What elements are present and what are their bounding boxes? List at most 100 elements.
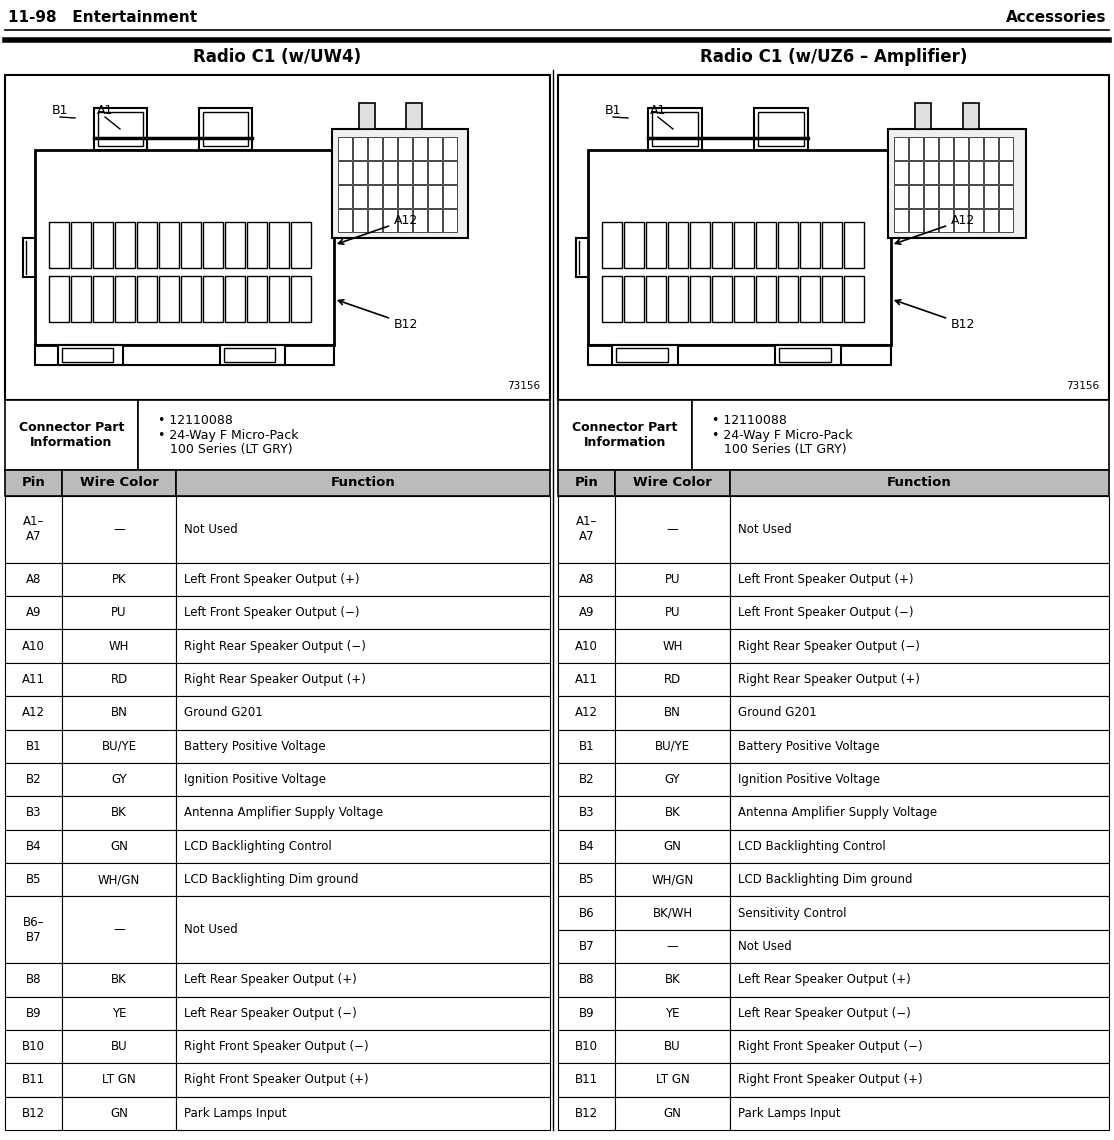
Bar <box>62 830 176 863</box>
Bar <box>775 345 841 365</box>
Text: WH: WH <box>663 640 683 653</box>
Text: Wire Color: Wire Color <box>633 477 712 489</box>
Bar <box>895 161 908 184</box>
Text: Not Used: Not Used <box>737 523 792 536</box>
Bar <box>4 697 62 730</box>
Text: Left Rear Speaker Output (−): Left Rear Speaker Output (−) <box>184 1007 356 1019</box>
Text: B12: B12 <box>339 300 419 331</box>
Bar <box>615 596 730 629</box>
Bar <box>615 930 730 963</box>
Bar <box>954 137 968 160</box>
Bar <box>225 276 245 321</box>
Bar <box>62 1064 176 1097</box>
Bar <box>203 112 248 146</box>
Bar <box>35 150 334 345</box>
Bar <box>268 276 289 321</box>
Bar <box>62 896 176 963</box>
Text: Left Front Speaker Output (+): Left Front Speaker Output (+) <box>737 573 913 586</box>
Bar <box>615 563 730 596</box>
Text: Right Front Speaker Output (−): Right Front Speaker Output (−) <box>184 1040 369 1053</box>
Bar <box>413 137 427 160</box>
Bar <box>615 629 730 662</box>
Bar <box>615 697 730 730</box>
Text: B1: B1 <box>26 740 41 752</box>
Bar <box>558 662 615 697</box>
Bar <box>180 276 201 321</box>
Text: GY: GY <box>111 773 127 787</box>
Bar <box>338 161 352 184</box>
Bar <box>368 185 382 207</box>
Bar <box>588 345 891 365</box>
Bar <box>730 996 1110 1029</box>
Text: PU: PU <box>665 573 681 586</box>
Text: YE: YE <box>665 1007 680 1019</box>
Bar <box>176 596 550 629</box>
Bar <box>138 400 550 470</box>
Bar <box>954 185 968 207</box>
Bar <box>558 763 615 797</box>
Bar <box>730 629 1110 662</box>
Text: Left Front Speaker Output (−): Left Front Speaker Output (−) <box>184 606 360 619</box>
Text: A12: A12 <box>896 213 975 244</box>
Text: B12: B12 <box>575 1107 598 1119</box>
Bar <box>909 209 924 233</box>
Text: PU: PU <box>665 606 681 619</box>
Bar <box>615 863 730 896</box>
Text: Ignition Positive Voltage: Ignition Positive Voltage <box>737 773 880 787</box>
Text: BU: BU <box>110 1040 127 1053</box>
Bar <box>353 137 367 160</box>
Bar <box>4 730 62 763</box>
Text: LCD Backlighting Control: LCD Backlighting Control <box>184 840 332 853</box>
Text: BK: BK <box>665 974 681 986</box>
Bar <box>558 470 615 496</box>
Bar <box>615 996 730 1029</box>
Bar <box>615 797 730 830</box>
Bar <box>999 161 1013 184</box>
Bar <box>176 763 550 797</box>
Bar <box>999 209 1013 233</box>
Bar <box>4 400 138 470</box>
Bar <box>443 137 457 160</box>
Bar <box>176 996 550 1029</box>
Bar <box>615 662 730 697</box>
Bar <box>159 222 179 268</box>
Text: Connector Part
Information: Connector Part Information <box>573 421 677 449</box>
Bar <box>730 662 1110 697</box>
Text: B9: B9 <box>26 1007 41 1019</box>
Bar <box>291 276 311 321</box>
Text: PK: PK <box>111 573 126 586</box>
Bar <box>49 276 69 321</box>
Bar <box>730 896 1110 930</box>
Text: Battery Positive Voltage: Battery Positive Voltage <box>184 740 325 752</box>
Text: • 12110088
• 24-Way F Micro-Pack
   100 Series (LT GRY): • 12110088 • 24-Way F Micro-Pack 100 Ser… <box>712 414 852 456</box>
Bar <box>844 222 864 268</box>
Text: WH: WH <box>109 640 129 653</box>
Bar <box>428 161 442 184</box>
Bar <box>353 161 367 184</box>
Text: BK: BK <box>111 806 127 820</box>
Text: Radio C1 (w/UZ6 – Amplifier): Radio C1 (w/UZ6 – Amplifier) <box>700 48 967 66</box>
Bar <box>413 185 427 207</box>
Bar <box>224 348 275 363</box>
Bar <box>383 185 397 207</box>
Bar <box>4 1029 62 1064</box>
Text: A1: A1 <box>649 104 666 116</box>
Bar <box>71 276 91 321</box>
Bar <box>413 161 427 184</box>
Bar <box>176 1029 550 1064</box>
Bar <box>939 185 952 207</box>
Bar <box>247 222 267 268</box>
Bar <box>822 276 842 321</box>
Bar <box>4 763 62 797</box>
Text: LCD Backlighting Dim ground: LCD Backlighting Dim ground <box>184 873 359 886</box>
Bar <box>428 185 442 207</box>
Bar <box>800 222 820 268</box>
Text: A12: A12 <box>339 213 418 244</box>
Bar <box>969 185 983 207</box>
Bar <box>62 496 176 563</box>
Text: A9: A9 <box>26 606 41 619</box>
Bar <box>4 470 62 496</box>
Text: Function: Function <box>887 477 951 489</box>
Bar <box>730 470 1110 496</box>
Bar <box>4 1097 62 1130</box>
